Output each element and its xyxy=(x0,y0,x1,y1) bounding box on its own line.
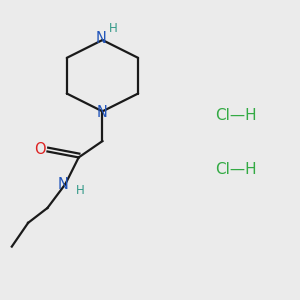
Text: N: N xyxy=(58,177,68,192)
Text: Cl—H: Cl—H xyxy=(215,162,257,177)
Text: H: H xyxy=(76,184,85,196)
Text: N: N xyxy=(97,105,108,120)
Text: N: N xyxy=(95,31,106,46)
Text: O: O xyxy=(34,142,46,158)
Text: H: H xyxy=(109,22,117,34)
Text: Cl—H: Cl—H xyxy=(215,108,257,123)
